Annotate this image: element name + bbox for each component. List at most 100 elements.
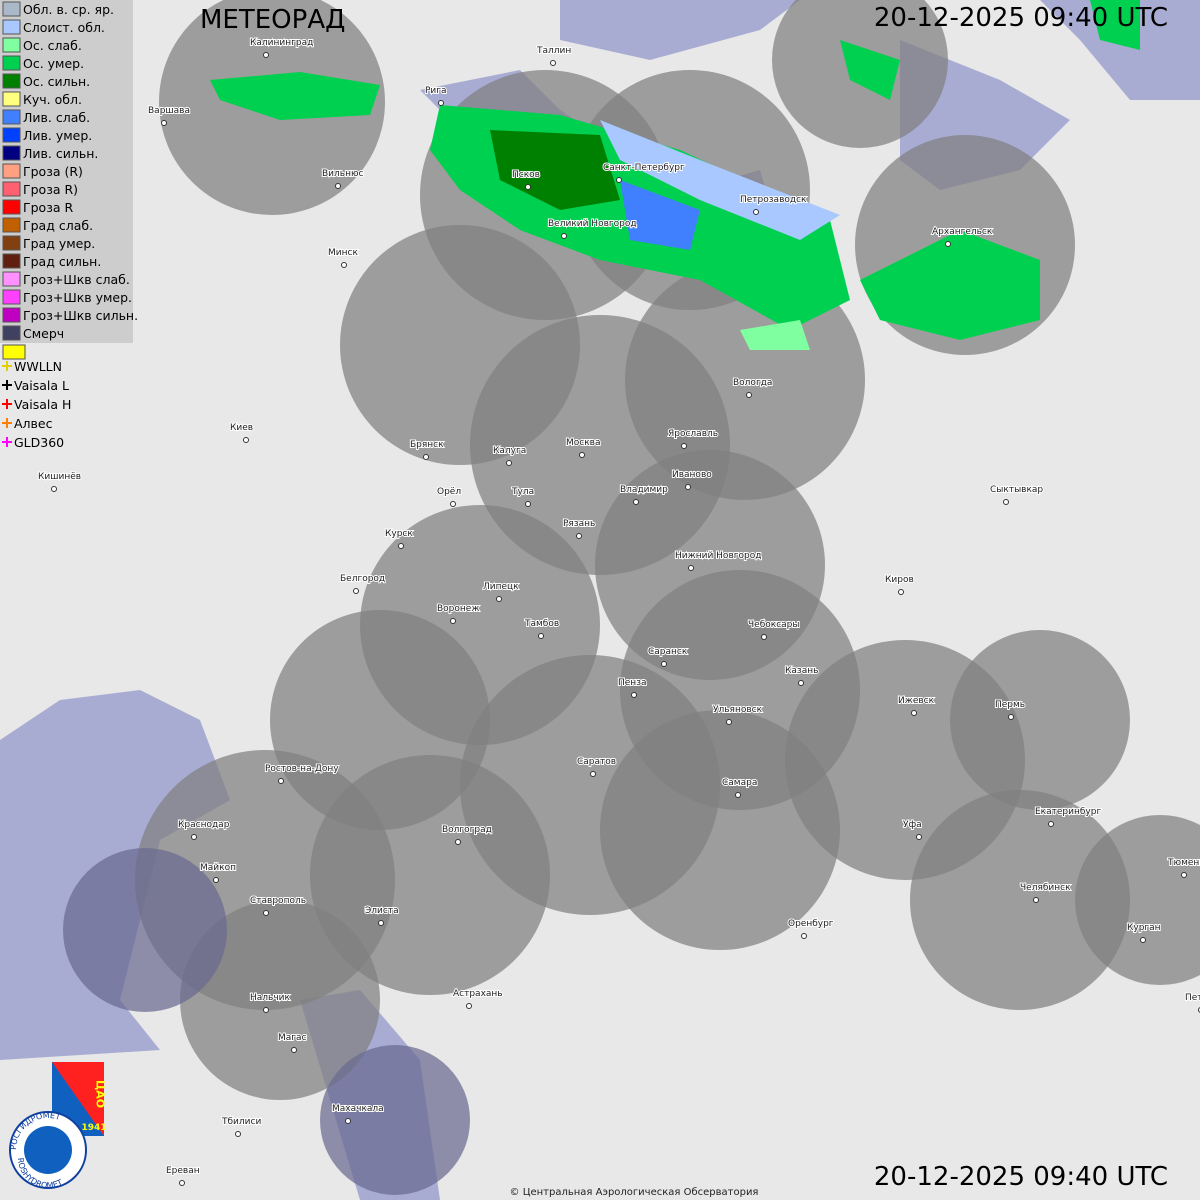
lightning-label: Алвес — [14, 416, 53, 431]
lightning-label: WWLLN — [14, 359, 62, 374]
legend-label: Град умер. — [23, 236, 95, 251]
city-dot — [496, 596, 502, 602]
city-dot — [1048, 821, 1054, 827]
lightning-label: Vaisala L — [14, 378, 69, 393]
city-label: Пермь — [995, 700, 1025, 710]
city-label: Иваново — [672, 470, 712, 480]
lightning-marker — [2, 399, 12, 409]
city-label: Ростов-на-Дону — [265, 764, 339, 774]
city-dot — [450, 501, 456, 507]
city-label: Махачкала — [332, 1104, 384, 1114]
city-label: Волгоград — [442, 825, 492, 835]
city-dot — [179, 1180, 185, 1186]
city-label: Майкоп — [200, 863, 236, 873]
legend-label: Гроза R) — [23, 182, 78, 197]
city-label: Брянск — [410, 440, 444, 450]
city-dot — [685, 484, 691, 490]
city-dot — [341, 262, 347, 268]
city-label: Краснодар — [178, 820, 230, 830]
city-dot — [633, 499, 639, 505]
city-label: Владимир — [620, 485, 668, 495]
city-label: Варшава — [148, 106, 190, 116]
city-dot — [506, 460, 512, 466]
city-dot — [550, 60, 556, 66]
legend-label: Гроз+Шкв умер. — [23, 290, 132, 305]
city-label: Вологда — [733, 378, 772, 388]
legend-label: Гроза (R) — [23, 164, 83, 179]
city-label: Нальчик — [250, 993, 291, 1003]
city-dot — [1181, 872, 1187, 878]
city-label: Орёл — [437, 487, 461, 497]
city-dot — [735, 792, 741, 798]
cities: Калининград Таллин Варшава Рига Псков Санкт-П… — [37, 37, 1200, 1186]
city-dot — [761, 634, 767, 640]
city-dot — [263, 52, 269, 58]
city-dot — [801, 933, 807, 939]
legend-swatch — [2, 145, 21, 161]
city-label: Магас — [278, 1033, 307, 1043]
city-label: Уфа — [903, 820, 922, 830]
city-dot — [291, 1047, 297, 1053]
city-dot — [466, 1003, 472, 1009]
city-dot — [579, 452, 585, 458]
city-dot — [688, 565, 694, 571]
city-dot — [51, 486, 57, 492]
city-dot — [576, 533, 582, 539]
city-label: Ставрополь — [250, 896, 306, 906]
city-dot — [335, 183, 341, 189]
legend-swatch — [2, 91, 21, 107]
city-label: Москва — [566, 438, 600, 448]
city-dot — [353, 588, 359, 594]
city-dot — [378, 920, 384, 926]
city-label: Петропавловск — [1185, 993, 1200, 1003]
city-label: Сыктывкар — [990, 485, 1043, 495]
legend-swatch — [2, 253, 21, 269]
city-dot — [538, 633, 544, 639]
city-label: Тбилиси — [221, 1117, 261, 1127]
city-label: Курган — [1127, 923, 1161, 933]
city-label: Курск — [385, 529, 413, 539]
timestamp: 20-12-2025 09:40 UTC — [874, 3, 1168, 33]
city-dot — [235, 1131, 241, 1137]
city-dot — [345, 1118, 351, 1124]
city-label: Тамбов — [524, 619, 559, 629]
city-label: Ижевск — [898, 696, 935, 706]
lightning-marker — [2, 380, 12, 390]
copyright: © Центральная Аэрологическая Обсерватори… — [510, 1187, 759, 1198]
city-label: Петрозаводск — [740, 195, 807, 205]
city-label: Киров — [885, 575, 914, 585]
legend: Обл. в. ср. яр. Слоист. обл. Ос. слаб. Ос. … — [0, 0, 138, 450]
city-label: Рига — [425, 86, 447, 96]
legend-label: Смерч — [23, 326, 64, 341]
city-label: Саратов — [577, 757, 616, 767]
legend-label: Куч. обл. — [23, 92, 82, 107]
city-label: Воронеж — [437, 604, 479, 614]
city-label: Ульяновск — [713, 705, 763, 715]
legend-swatch — [2, 163, 21, 179]
logo-year: 1941 — [81, 1123, 106, 1133]
city-dot — [278, 778, 284, 784]
city-dot — [916, 834, 922, 840]
city-dot — [1008, 714, 1014, 720]
city-dot — [213, 877, 219, 883]
city-label: Тюмень — [1167, 858, 1200, 868]
legend-label: Слоист. обл. — [23, 20, 105, 35]
city-label: Оренбург — [788, 919, 834, 929]
city-dot — [1140, 937, 1146, 943]
legend-label: Град слаб. — [23, 218, 93, 233]
city-dot — [423, 454, 429, 460]
city-label: Нижний Новгород — [675, 551, 761, 561]
legend-label: Гроз+Шкв сильн. — [23, 308, 138, 323]
city-label: Архангельск — [932, 227, 993, 237]
legend-label: Гроз+Шкв слаб. — [23, 272, 130, 287]
city-label: Вильнюс — [322, 169, 364, 179]
legend-swatch — [2, 1, 21, 17]
city-label: Кишинёв — [38, 472, 81, 482]
city-label: Псков — [512, 170, 540, 180]
city-label: Екатеринбург — [1035, 807, 1101, 817]
legend-swatch — [2, 127, 21, 143]
legend-label: Лив. умер. — [23, 128, 92, 143]
city-dot — [945, 241, 951, 247]
city-dot — [398, 543, 404, 549]
legend-label: Обл. в. ср. яр. — [23, 2, 114, 17]
